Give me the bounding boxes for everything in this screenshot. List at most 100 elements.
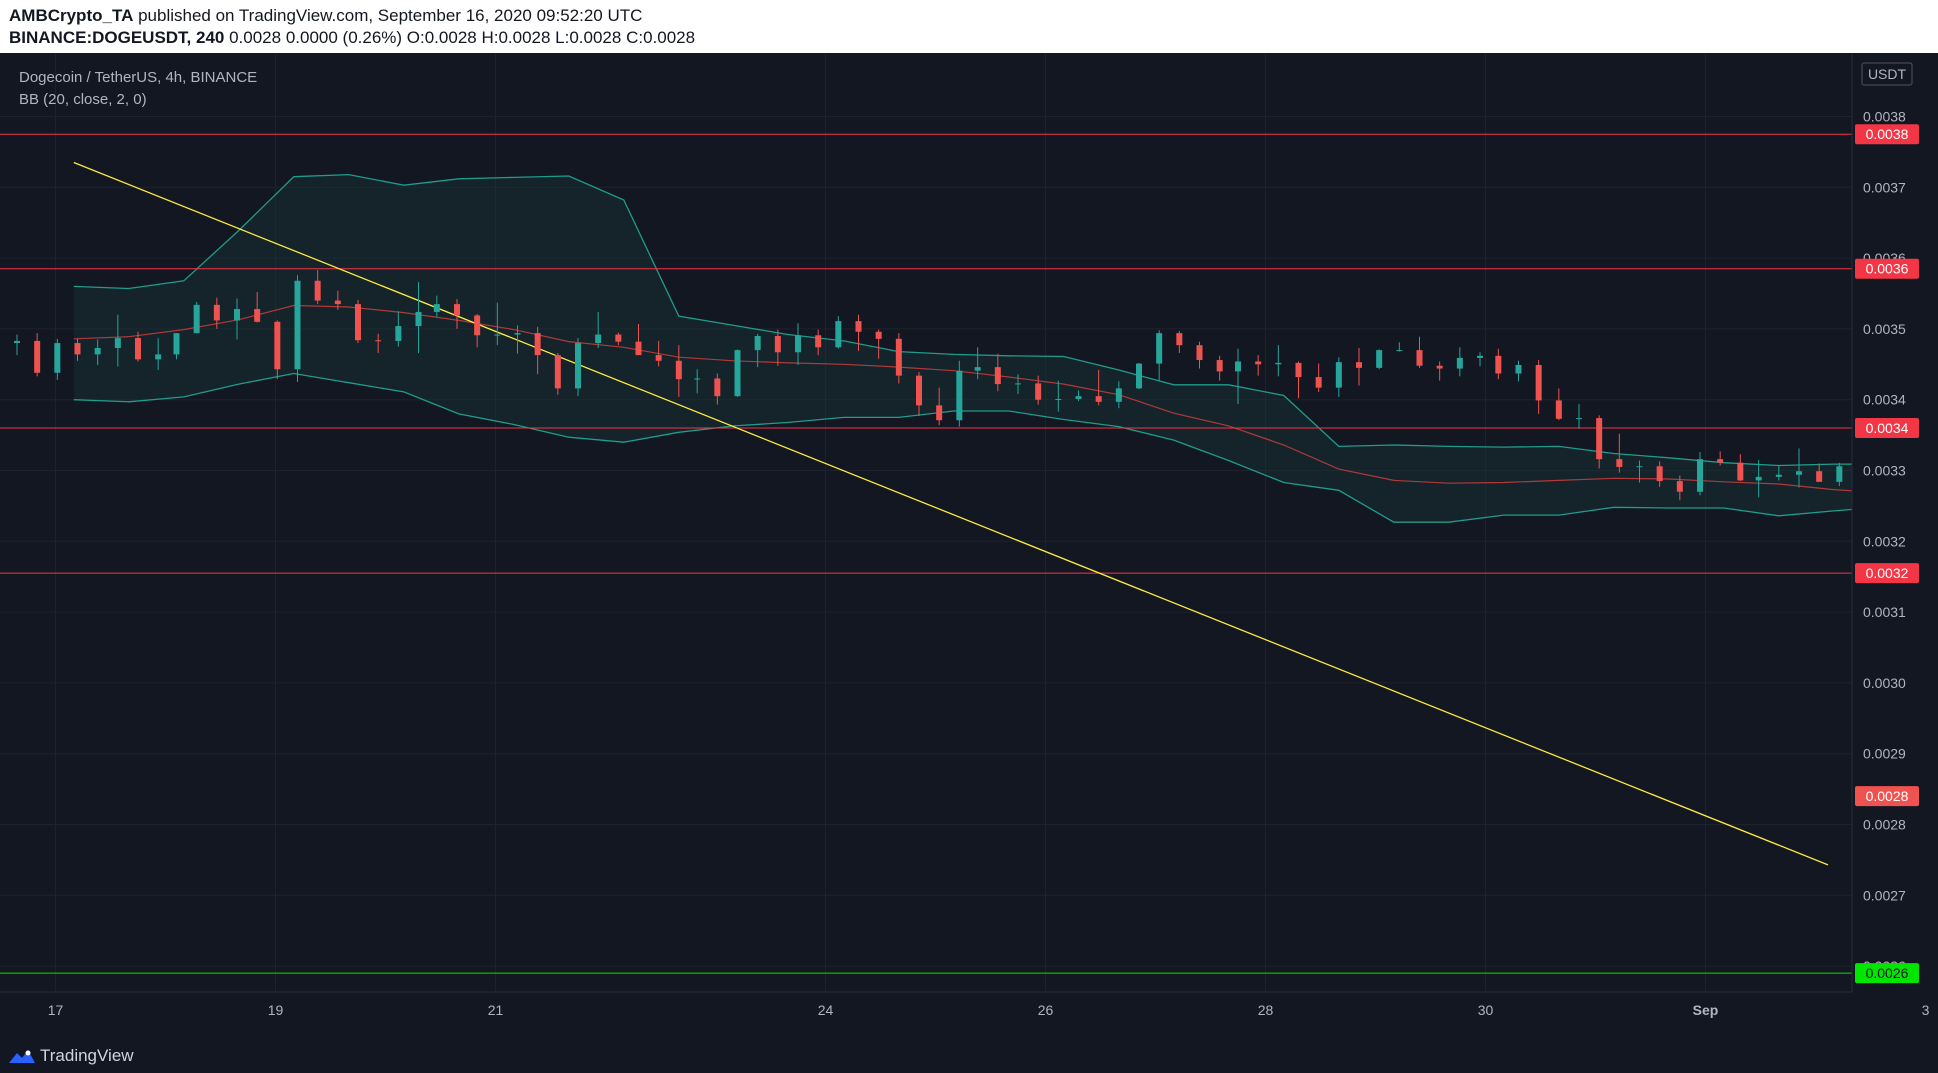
candle[interactable] — [1156, 330, 1163, 381]
candle[interactable] — [375, 333, 382, 353]
candle[interactable] — [994, 353, 1001, 392]
candle[interactable] — [254, 292, 261, 323]
candle[interactable] — [1596, 415, 1603, 469]
candle[interactable] — [1356, 348, 1362, 386]
candle[interactable] — [54, 338, 61, 380]
candle[interactable] — [575, 338, 581, 397]
candle[interactable] — [334, 290, 341, 310]
candle[interactable] — [754, 333, 761, 368]
candle[interactable] — [815, 329, 822, 356]
candle[interactable] — [1436, 361, 1443, 381]
candle[interactable] — [1755, 459, 1762, 498]
candle[interactable] — [395, 311, 402, 347]
candle[interactable] — [514, 325, 521, 354]
candle[interactable] — [1396, 342, 1403, 352]
candle[interactable] — [454, 299, 460, 329]
candle[interactable] — [494, 302, 501, 346]
candle[interactable] — [155, 338, 162, 370]
candle[interactable] — [1075, 390, 1082, 402]
indicator-label[interactable]: BB (20, close, 2, 0) — [19, 91, 147, 108]
candle[interactable] — [213, 297, 220, 329]
candle[interactable] — [1515, 360, 1522, 382]
candle[interactable] — [274, 320, 281, 380]
candle[interactable] — [895, 333, 902, 384]
candle[interactable] — [355, 299, 361, 344]
candle[interactable] — [1376, 349, 1383, 370]
candle[interactable] — [554, 352, 561, 395]
candle[interactable] — [1697, 452, 1703, 496]
candle[interactable] — [1035, 375, 1042, 405]
candle[interactable] — [615, 332, 622, 346]
candle[interactable] — [1535, 360, 1542, 414]
candle[interactable] — [114, 314, 121, 367]
tradingview-logo-icon[interactable] — [8, 1047, 36, 1065]
candle[interactable] — [1796, 448, 1802, 488]
candle[interactable] — [714, 373, 721, 405]
candle[interactable] — [1676, 475, 1683, 501]
candle[interactable] — [1636, 460, 1643, 483]
candle[interactable] — [34, 333, 41, 377]
candle[interactable] — [234, 298, 240, 340]
candle[interactable] — [774, 329, 781, 366]
candle[interactable] — [1456, 347, 1463, 377]
candle[interactable] — [595, 311, 602, 349]
candle[interactable] — [1196, 341, 1203, 369]
candle[interactable] — [534, 326, 541, 375]
candle[interactable] — [1176, 331, 1183, 353]
candle[interactable] — [433, 295, 440, 317]
candle[interactable] — [474, 314, 481, 348]
author-name[interactable]: AMBCrypto_TA — [9, 6, 134, 25]
candle[interactable] — [956, 360, 963, 427]
candle[interactable] — [1235, 348, 1241, 404]
candle[interactable] — [1115, 381, 1122, 409]
candle[interactable] — [675, 345, 682, 397]
candle[interactable] — [1656, 461, 1663, 487]
time-tick-label: 30 — [1478, 1002, 1494, 1018]
candle[interactable] — [1275, 345, 1282, 377]
candle[interactable] — [1555, 388, 1562, 421]
candle[interactable] — [173, 333, 180, 360]
candle[interactable] — [875, 329, 882, 359]
candle[interactable] — [1015, 374, 1021, 395]
candle[interactable] — [415, 282, 422, 353]
candle[interactable] — [314, 270, 321, 305]
candle[interactable] — [635, 323, 642, 356]
candle[interactable] — [916, 372, 922, 416]
candle[interactable] — [14, 334, 20, 356]
candle[interactable] — [1055, 380, 1062, 412]
candle[interactable] — [1295, 361, 1302, 399]
candle[interactable] — [1335, 357, 1342, 397]
candle[interactable] — [1775, 465, 1782, 481]
candle[interactable] — [974, 347, 981, 380]
candle[interactable] — [1836, 462, 1843, 487]
candle[interactable] — [193, 301, 200, 334]
candle[interactable] — [74, 338, 81, 361]
candle[interactable] — [655, 340, 662, 367]
candle[interactable] — [1816, 463, 1823, 482]
candle[interactable] — [294, 275, 301, 382]
candle[interactable] — [1216, 355, 1223, 381]
candle[interactable] — [1255, 355, 1262, 376]
price-chart[interactable]: 0.00380.00370.00360.00350.00340.00330.00… — [0, 53, 1938, 1038]
candle[interactable] — [734, 349, 741, 397]
candle[interactable] — [1095, 369, 1102, 406]
candle[interactable] — [936, 387, 943, 426]
candle[interactable] — [94, 339, 101, 366]
candle[interactable] — [1136, 362, 1142, 390]
candle[interactable] — [1576, 403, 1582, 429]
candle[interactable] — [1315, 363, 1322, 392]
candle[interactable] — [1477, 352, 1483, 367]
candle[interactable] — [1616, 433, 1623, 473]
candle[interactable] — [1495, 348, 1502, 380]
candle[interactable] — [694, 369, 701, 394]
candle[interactable] — [795, 323, 801, 366]
candle-body — [694, 378, 701, 380]
candle[interactable] — [1416, 336, 1423, 368]
candle[interactable] — [835, 316, 842, 349]
candle[interactable] — [855, 314, 862, 351]
candle[interactable] — [135, 331, 141, 362]
time-axis[interactable]: 17192124262830Sep357911141618 — [48, 1002, 1938, 1018]
candle[interactable] — [1737, 454, 1744, 482]
candle[interactable] — [1717, 451, 1724, 466]
footer-brand[interactable]: TradingView — [40, 1046, 134, 1065]
